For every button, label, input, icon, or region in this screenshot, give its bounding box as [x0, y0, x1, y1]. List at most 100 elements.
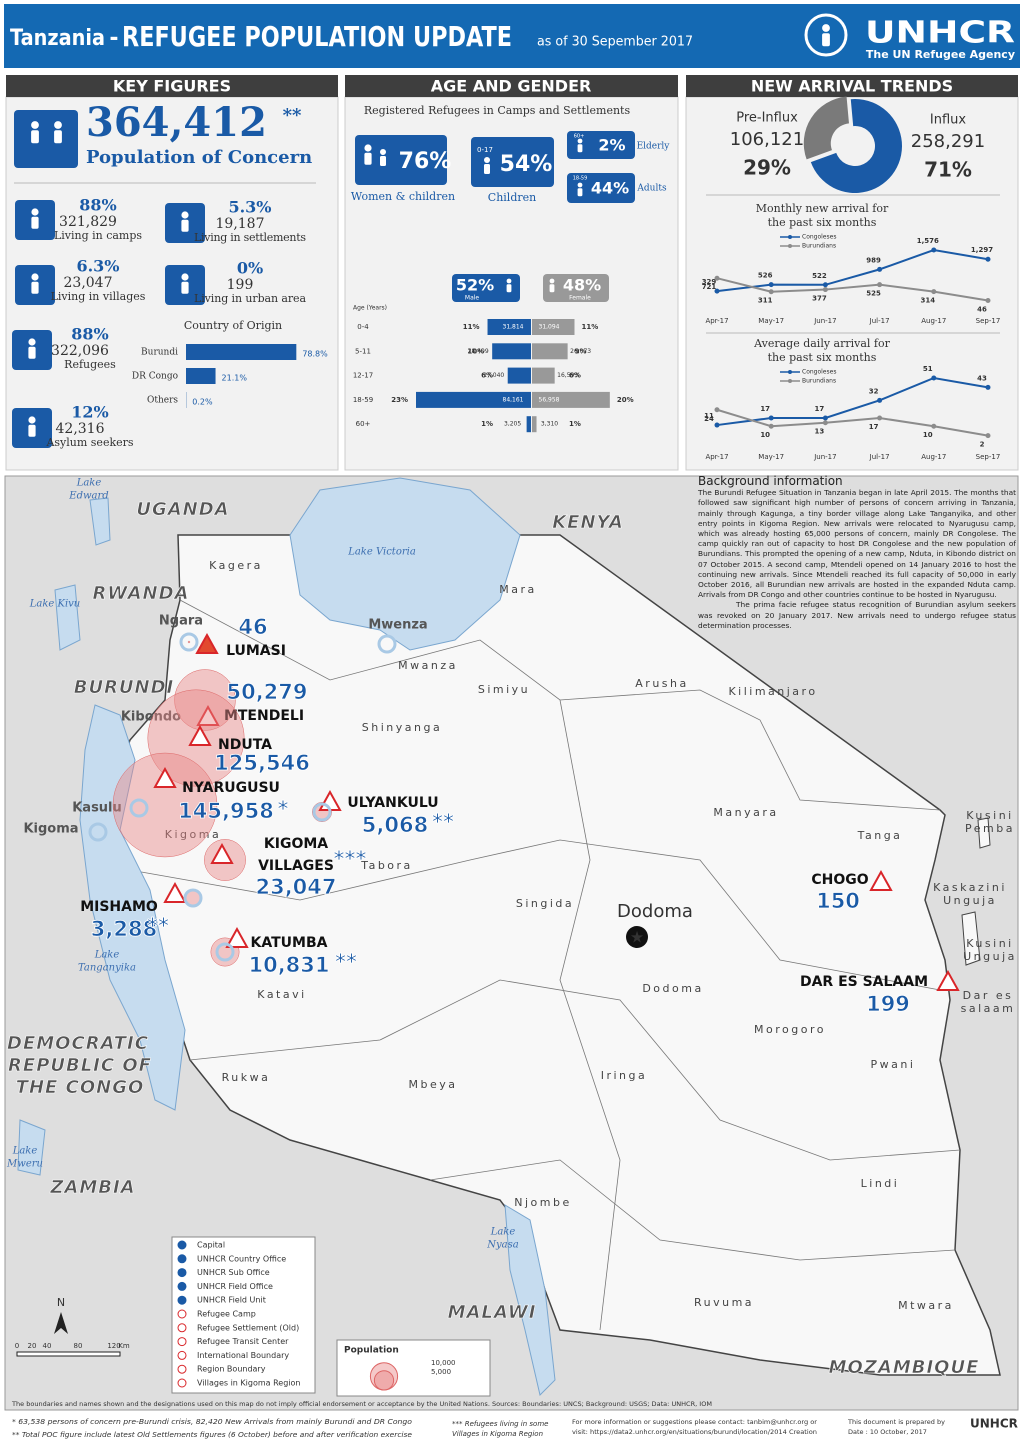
legend-label: Congoleses	[802, 369, 836, 376]
lake	[17, 1119, 46, 1176]
donut-slice	[803, 96, 849, 160]
icon-box	[471, 137, 554, 187]
legend-symbol	[177, 1378, 187, 1388]
age-percent: 1%	[481, 420, 493, 428]
site-name: NYARUGUSU	[182, 780, 280, 796]
legend-symbol	[177, 1295, 187, 1305]
point	[985, 256, 991, 262]
region-label: Kagera	[209, 559, 263, 572]
country-label: ZAMBIA	[49, 1177, 135, 1198]
total-label: Population of Concern	[86, 147, 312, 168]
bar-value: 56,958	[539, 396, 560, 403]
donut-label: Pre-Influx	[736, 111, 798, 126]
figure-value: 322,096	[51, 343, 109, 359]
percent: 48%	[563, 276, 601, 295]
region-boundary	[559, 699, 621, 1331]
region-label: Shinyanga	[362, 721, 442, 734]
office-marker	[179, 632, 199, 652]
legend-label: Refugee Camp	[197, 1310, 256, 1319]
island	[977, 817, 991, 849]
icon	[577, 138, 583, 144]
legend-symbol	[177, 1254, 187, 1264]
lake-label: Lake	[76, 478, 102, 489]
point	[877, 415, 883, 421]
icon	[54, 130, 62, 144]
header-separator: -	[109, 26, 118, 51]
region-label: Arusha	[635, 677, 688, 690]
region-label: Katavi	[257, 988, 306, 1001]
x-tick-label: Aug-17	[921, 453, 946, 461]
label: Male	[465, 295, 480, 302]
point	[931, 375, 937, 381]
data-label: 11	[704, 412, 714, 420]
total-value: 364,412	[86, 99, 267, 146]
footnote: For more information or suggestions plea…	[572, 1418, 817, 1426]
data-label: 43	[977, 374, 987, 382]
x-tick-label: Apr-17	[705, 453, 728, 461]
line	[716, 277, 989, 302]
lake	[54, 584, 81, 651]
lake	[89, 497, 111, 546]
office-marker	[183, 888, 203, 908]
panel-header	[345, 75, 678, 97]
chart-title: Average daily arrival for	[753, 337, 891, 350]
point	[985, 384, 991, 390]
office-marker	[129, 798, 149, 818]
percent: 52%	[456, 276, 494, 295]
camp-icon	[195, 632, 219, 654]
legend-symbol	[177, 1364, 187, 1374]
north-label: N	[57, 1296, 65, 1309]
footnote: Date : 10 October, 2017	[848, 1428, 927, 1436]
age-category: 0-4	[357, 323, 369, 331]
region-label: Tanga	[857, 829, 903, 842]
population-legend-box	[336, 1339, 491, 1397]
region-label: Dodoma	[642, 982, 703, 995]
footer-org: UNHCR	[970, 1417, 1018, 1431]
site-name: MTENDELI	[224, 708, 304, 724]
town-label: Ngara	[159, 614, 203, 629]
bar-value: 28,409	[468, 348, 489, 355]
data-label: 17	[815, 405, 825, 413]
icon	[28, 424, 36, 437]
population-circle	[174, 669, 236, 731]
office-marker	[377, 634, 397, 654]
region-boundary	[429, 1159, 956, 1261]
legend-title: Population	[344, 1346, 399, 1356]
region-label: Kusini	[966, 937, 1013, 950]
donut-percent: 29%	[743, 156, 791, 180]
lake-label: Nyasa	[486, 1240, 518, 1251]
region-label: Tabora	[360, 859, 413, 872]
bar	[507, 367, 531, 384]
icon	[181, 273, 189, 281]
region-boundary	[179, 599, 941, 811]
legend-label: UNHCR Field Unit	[197, 1296, 266, 1305]
data-label: 314	[920, 297, 935, 305]
footnote: This document is prepared by	[847, 1418, 945, 1426]
lake	[504, 1204, 556, 1396]
region-label: Pwani	[871, 1058, 916, 1071]
icon-box	[14, 110, 78, 168]
legend-label: Villages in Kigoma Region	[197, 1379, 300, 1388]
logo	[804, 13, 848, 57]
icon	[822, 24, 830, 32]
icon	[364, 152, 372, 165]
age-percent: 23%	[391, 396, 408, 404]
disclaimer: The boundaries and names shown and the d…	[11, 1401, 712, 1408]
region-label: Iringa	[601, 1069, 648, 1082]
origin-title: Country of Origin	[184, 319, 282, 332]
legend-value: 10,000	[431, 1359, 456, 1367]
range: 0-17	[477, 146, 493, 154]
legend-label: Burundians	[802, 378, 836, 385]
office-marker	[312, 802, 332, 822]
legend-marker	[788, 235, 792, 239]
header-bar	[4, 4, 1020, 68]
bar	[532, 416, 537, 433]
site-name: DAR ES SALAAM	[800, 974, 928, 990]
region-label: Morogoro	[754, 1023, 826, 1036]
panel-heading: NEW ARRIVAL TRENDS	[751, 77, 953, 96]
donut-value: 258,291	[911, 131, 985, 152]
lake	[289, 477, 521, 651]
age-category: 12-17	[353, 372, 373, 380]
site-note: **	[335, 950, 357, 974]
origin-value: 21.1%	[222, 374, 248, 383]
